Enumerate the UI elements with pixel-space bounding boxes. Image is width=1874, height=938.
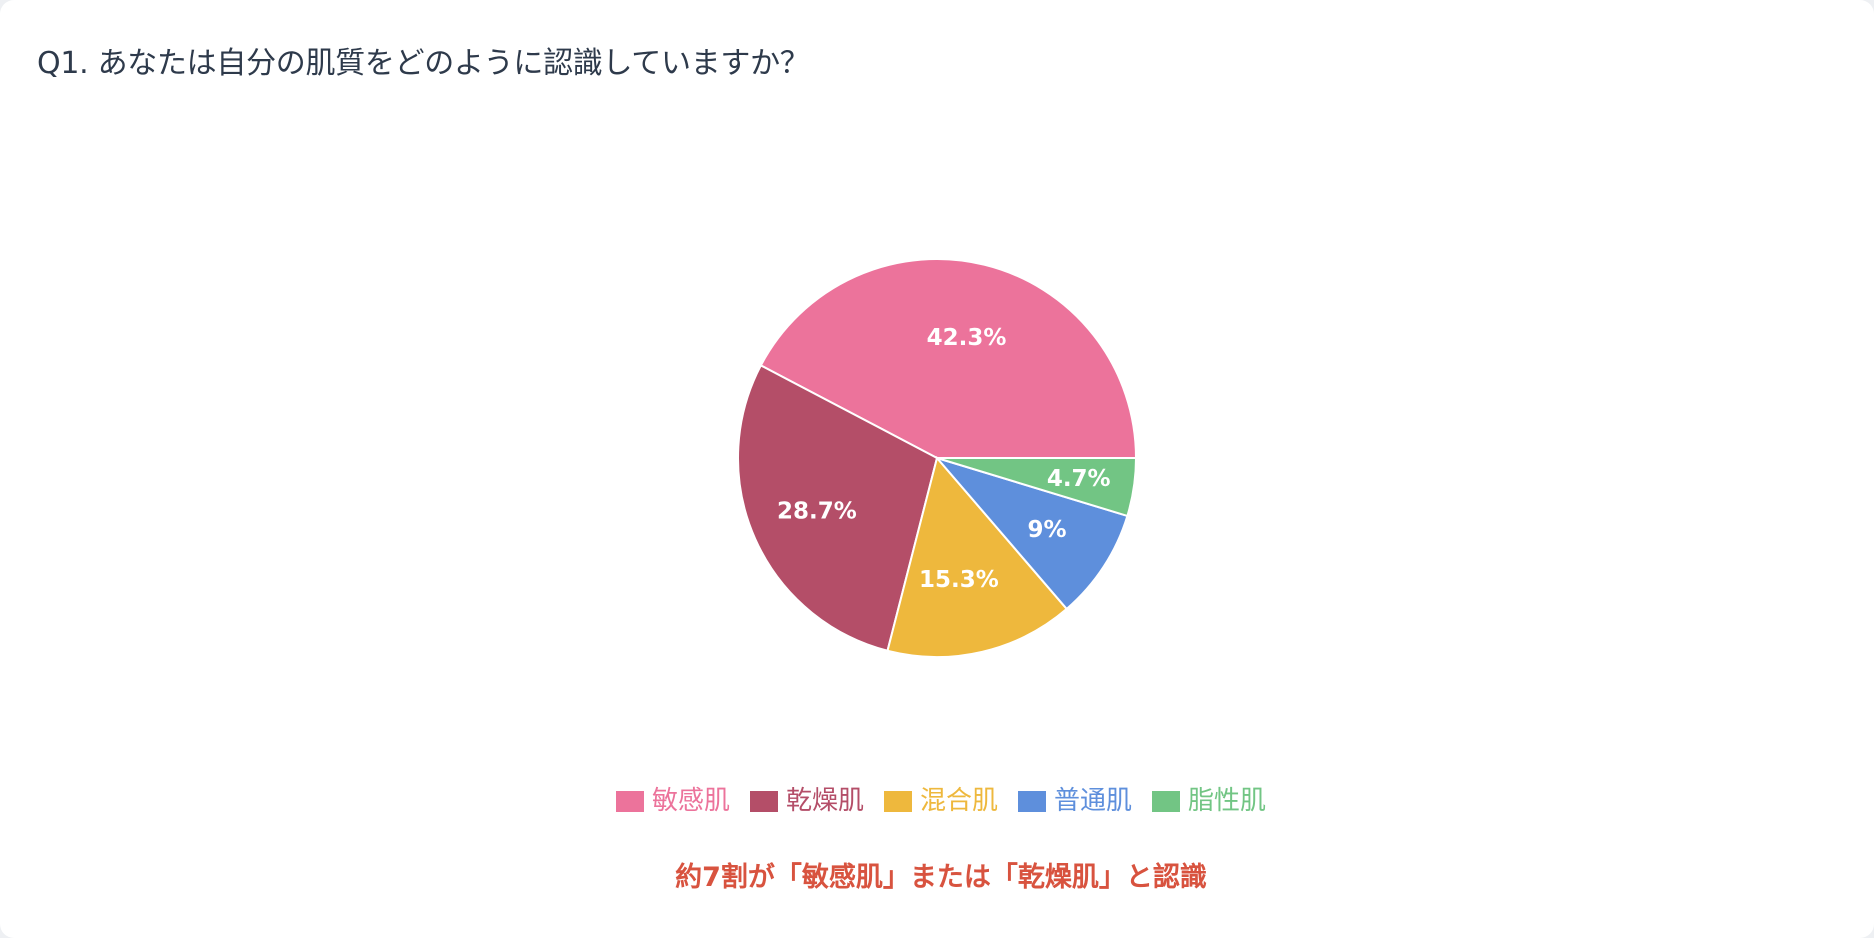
slice-value-label: 42.3% (927, 325, 1007, 351)
legend-swatch-icon (883, 790, 912, 812)
legend-label: 普通肌 (1054, 786, 1133, 816)
chart-title: Q1. あなたは自分の肌質をどのように認識していますか？ (37, 46, 810, 81)
legend-item-dry[interactable]: 乾燥肌 (749, 783, 864, 819)
legend-item-normal[interactable]: 普通肌 (1018, 783, 1132, 819)
legend-swatch-icon (1018, 790, 1046, 812)
legend-swatch-icon (749, 790, 778, 812)
chart-legend: 敏感肌 乾燥肌 混合肌 普通肌 脂性肌 (0, 783, 1874, 819)
legend-label: 乾燥肌 (785, 786, 864, 816)
pie-slice[interactable] (737, 364, 939, 652)
legend-item-oily[interactable]: 脂性肌 (1152, 783, 1266, 819)
legend-item-combination[interactable]: 混合肌 (883, 783, 998, 819)
legend-label: 敏感肌 (651, 786, 730, 816)
chart-annotation: 約7割が「敏感肌」または「乾燥肌」と認識 (675, 862, 1207, 893)
pie-labels: 42.3% 28.7% 15.3% 9% 4.7% (777, 325, 1111, 593)
pie-slice[interactable] (759, 258, 1138, 459)
legend-swatch-icon (1152, 790, 1181, 812)
legend-label: 脂性肌 (1188, 786, 1267, 816)
slice-value-label: 28.7% (777, 498, 857, 524)
legend-item-sensitive[interactable]: 敏感肌 (615, 783, 730, 819)
legend-swatch-icon (615, 790, 644, 812)
pie-slice[interactable] (886, 455, 1069, 658)
pie-slices (737, 258, 1138, 658)
slice-value-label: 4.7% (1047, 466, 1111, 492)
pie-slice[interactable] (933, 456, 1129, 611)
pie-slice[interactable] (936, 457, 1138, 518)
legend-label: 混合肌 (919, 786, 998, 816)
slice-value-label: 9% (1027, 517, 1066, 543)
slice-value-label: 15.3% (919, 567, 999, 593)
